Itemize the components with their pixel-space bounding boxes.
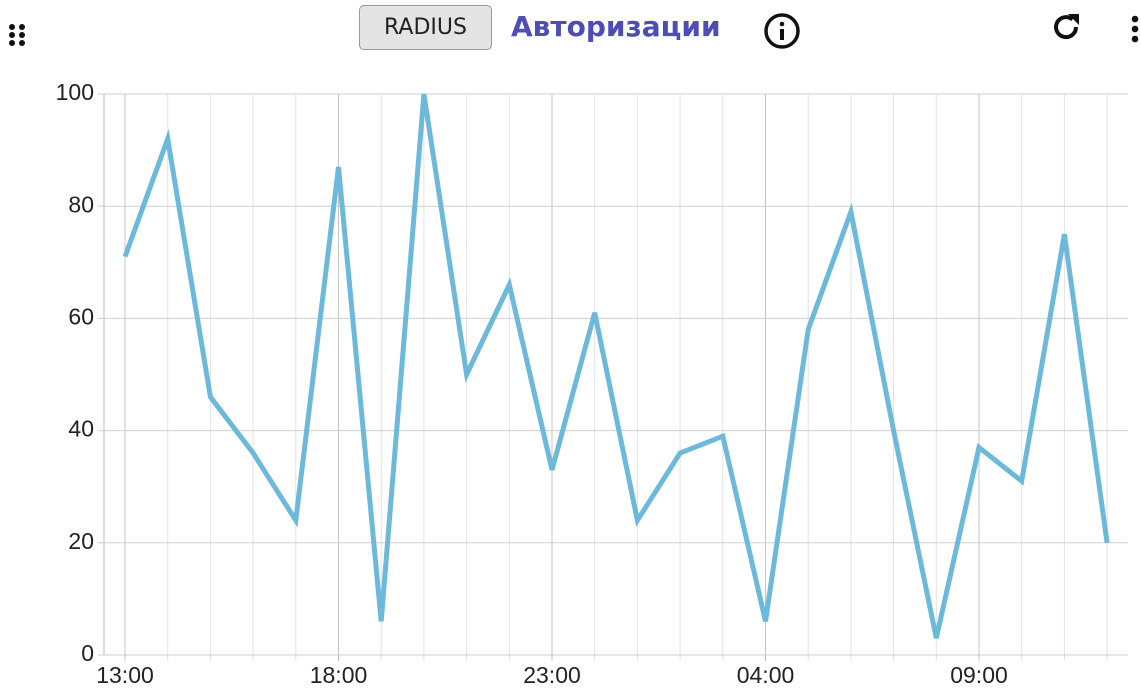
y-tick-label: 0 <box>81 640 94 666</box>
drag-handle[interactable] <box>8 23 32 47</box>
x-tick-label: 23:00 <box>523 662 581 688</box>
widget-title: Авторизации <box>511 10 721 43</box>
y-tick-label: 40 <box>68 416 94 442</box>
x-tick-label: 04:00 <box>737 662 795 688</box>
data-line <box>122 93 1110 639</box>
info-icon[interactable] <box>762 12 802 52</box>
x-tick-label: 09:00 <box>950 662 1008 688</box>
refresh-icon[interactable] <box>1050 10 1084 44</box>
y-tick-label: 100 <box>56 79 94 105</box>
y-tick-label: 60 <box>68 303 94 329</box>
x-tick-label: 13:00 <box>96 662 154 688</box>
menu-icon[interactable] <box>1128 14 1141 48</box>
y-tick-label: 80 <box>68 191 94 217</box>
radius-button[interactable]: RADIUS <box>359 5 492 50</box>
y-tick-label: 20 <box>68 528 94 554</box>
x-tick-label: 18:00 <box>310 662 368 688</box>
